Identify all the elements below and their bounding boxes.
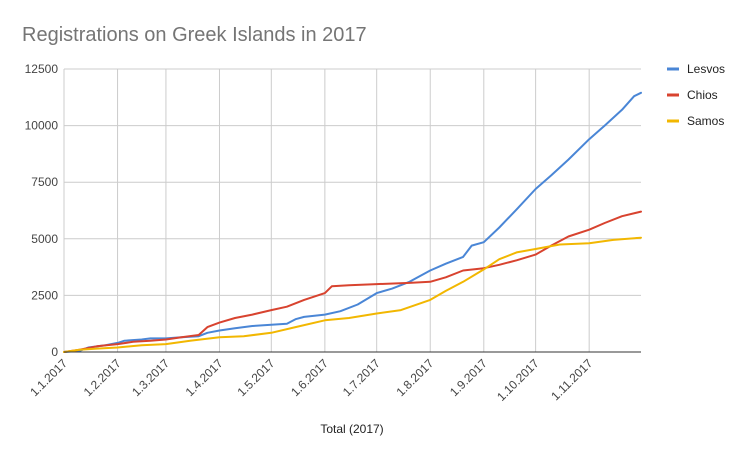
legend-label-lesvos: Lesvos: [687, 62, 725, 76]
legend: Lesvos Chios Samos: [667, 62, 725, 128]
series-layer: [63, 91, 642, 353]
y-tick-label: 10000: [25, 119, 59, 133]
y-tick-label: 12500: [25, 62, 59, 76]
series-line-samos: [63, 236, 642, 353]
series-line-lesvos: [63, 91, 642, 353]
series-line-chios: [63, 210, 642, 353]
y-tick-label: 0: [51, 345, 58, 359]
chart-title: Registrations on Greek Islands in 2017: [22, 24, 367, 46]
y-tick-label: 5000: [31, 232, 58, 246]
x-axis-label: Total (2017): [320, 422, 383, 436]
grid-layer: [63, 68, 641, 352]
y-tick-label: 7500: [31, 175, 58, 189]
legend-label-chios: Chios: [687, 88, 718, 102]
legend-label-samos: Samos: [687, 114, 724, 128]
y-tick-label: 2500: [31, 288, 58, 302]
